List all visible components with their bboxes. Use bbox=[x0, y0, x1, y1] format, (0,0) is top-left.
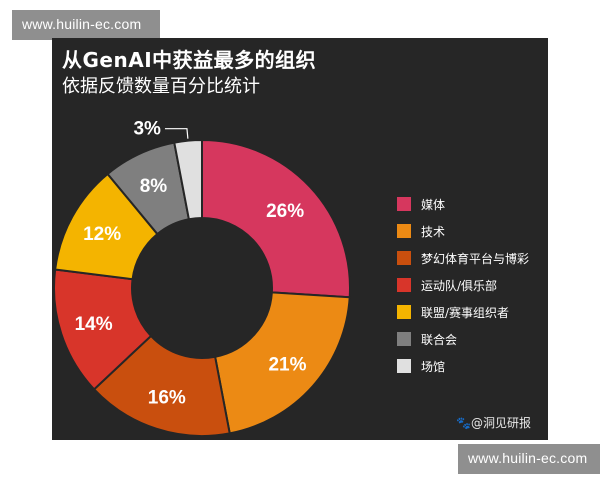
legend-item-1: 技术 bbox=[397, 221, 529, 241]
legend-item-5: 联合会 bbox=[397, 329, 529, 349]
legend-label-0: 媒体 bbox=[421, 196, 445, 213]
chart-panel: 从GenAI中获益最多的组织 依据反馈数量百分比统计 26% 21% 16% 14% 1… bbox=[52, 38, 548, 440]
slice-label-2: 16% bbox=[148, 387, 186, 408]
legend-label-3: 运动队/俱乐部 bbox=[421, 277, 497, 294]
watermark-top: www.huilin-ec.com bbox=[12, 10, 160, 40]
legend-item-0: 媒体 bbox=[397, 194, 529, 214]
slice-label-3: 14% bbox=[75, 314, 113, 335]
slice-label-4: 12% bbox=[83, 224, 121, 245]
legend-swatch-4 bbox=[397, 305, 411, 319]
slice-label-5: 8% bbox=[140, 176, 168, 197]
legend-swatch-6 bbox=[397, 359, 411, 373]
watermark-bottom: www.huilin-ec.com bbox=[458, 444, 600, 474]
legend-swatch-3 bbox=[397, 278, 411, 292]
leader-line-6 bbox=[165, 129, 188, 139]
legend-item-4: 联盟/赛事组织者 bbox=[397, 302, 529, 322]
chart-legend: 媒体技术梦幻体育平台与博彩 运动队/俱乐部 联盟/赛事组织者 联合会场馆 bbox=[397, 194, 529, 383]
legend-label-5: 联合会 bbox=[421, 331, 457, 348]
legend-swatch-5 bbox=[397, 332, 411, 346]
legend-item-2: 梦幻体育平台与博彩 bbox=[397, 248, 529, 268]
legend-label-4: 联盟/赛事组织者 bbox=[421, 304, 509, 321]
legend-label-1: 技术 bbox=[421, 223, 445, 240]
legend-item-6: 场馆 bbox=[397, 356, 529, 376]
slice-label-1: 21% bbox=[268, 354, 306, 375]
source-credit: 🐾@洞见研报 bbox=[456, 414, 531, 431]
legend-swatch-1 bbox=[397, 224, 411, 238]
slice-label-0: 26% bbox=[266, 201, 304, 222]
legend-swatch-0 bbox=[397, 197, 411, 211]
legend-label-6: 场馆 bbox=[421, 358, 445, 375]
slice-label-6: 3% bbox=[133, 119, 161, 140]
legend-label-2: 梦幻体育平台与博彩 bbox=[421, 250, 529, 267]
legend-item-3: 运动队/俱乐部 bbox=[397, 275, 529, 295]
legend-swatch-2 bbox=[397, 251, 411, 265]
